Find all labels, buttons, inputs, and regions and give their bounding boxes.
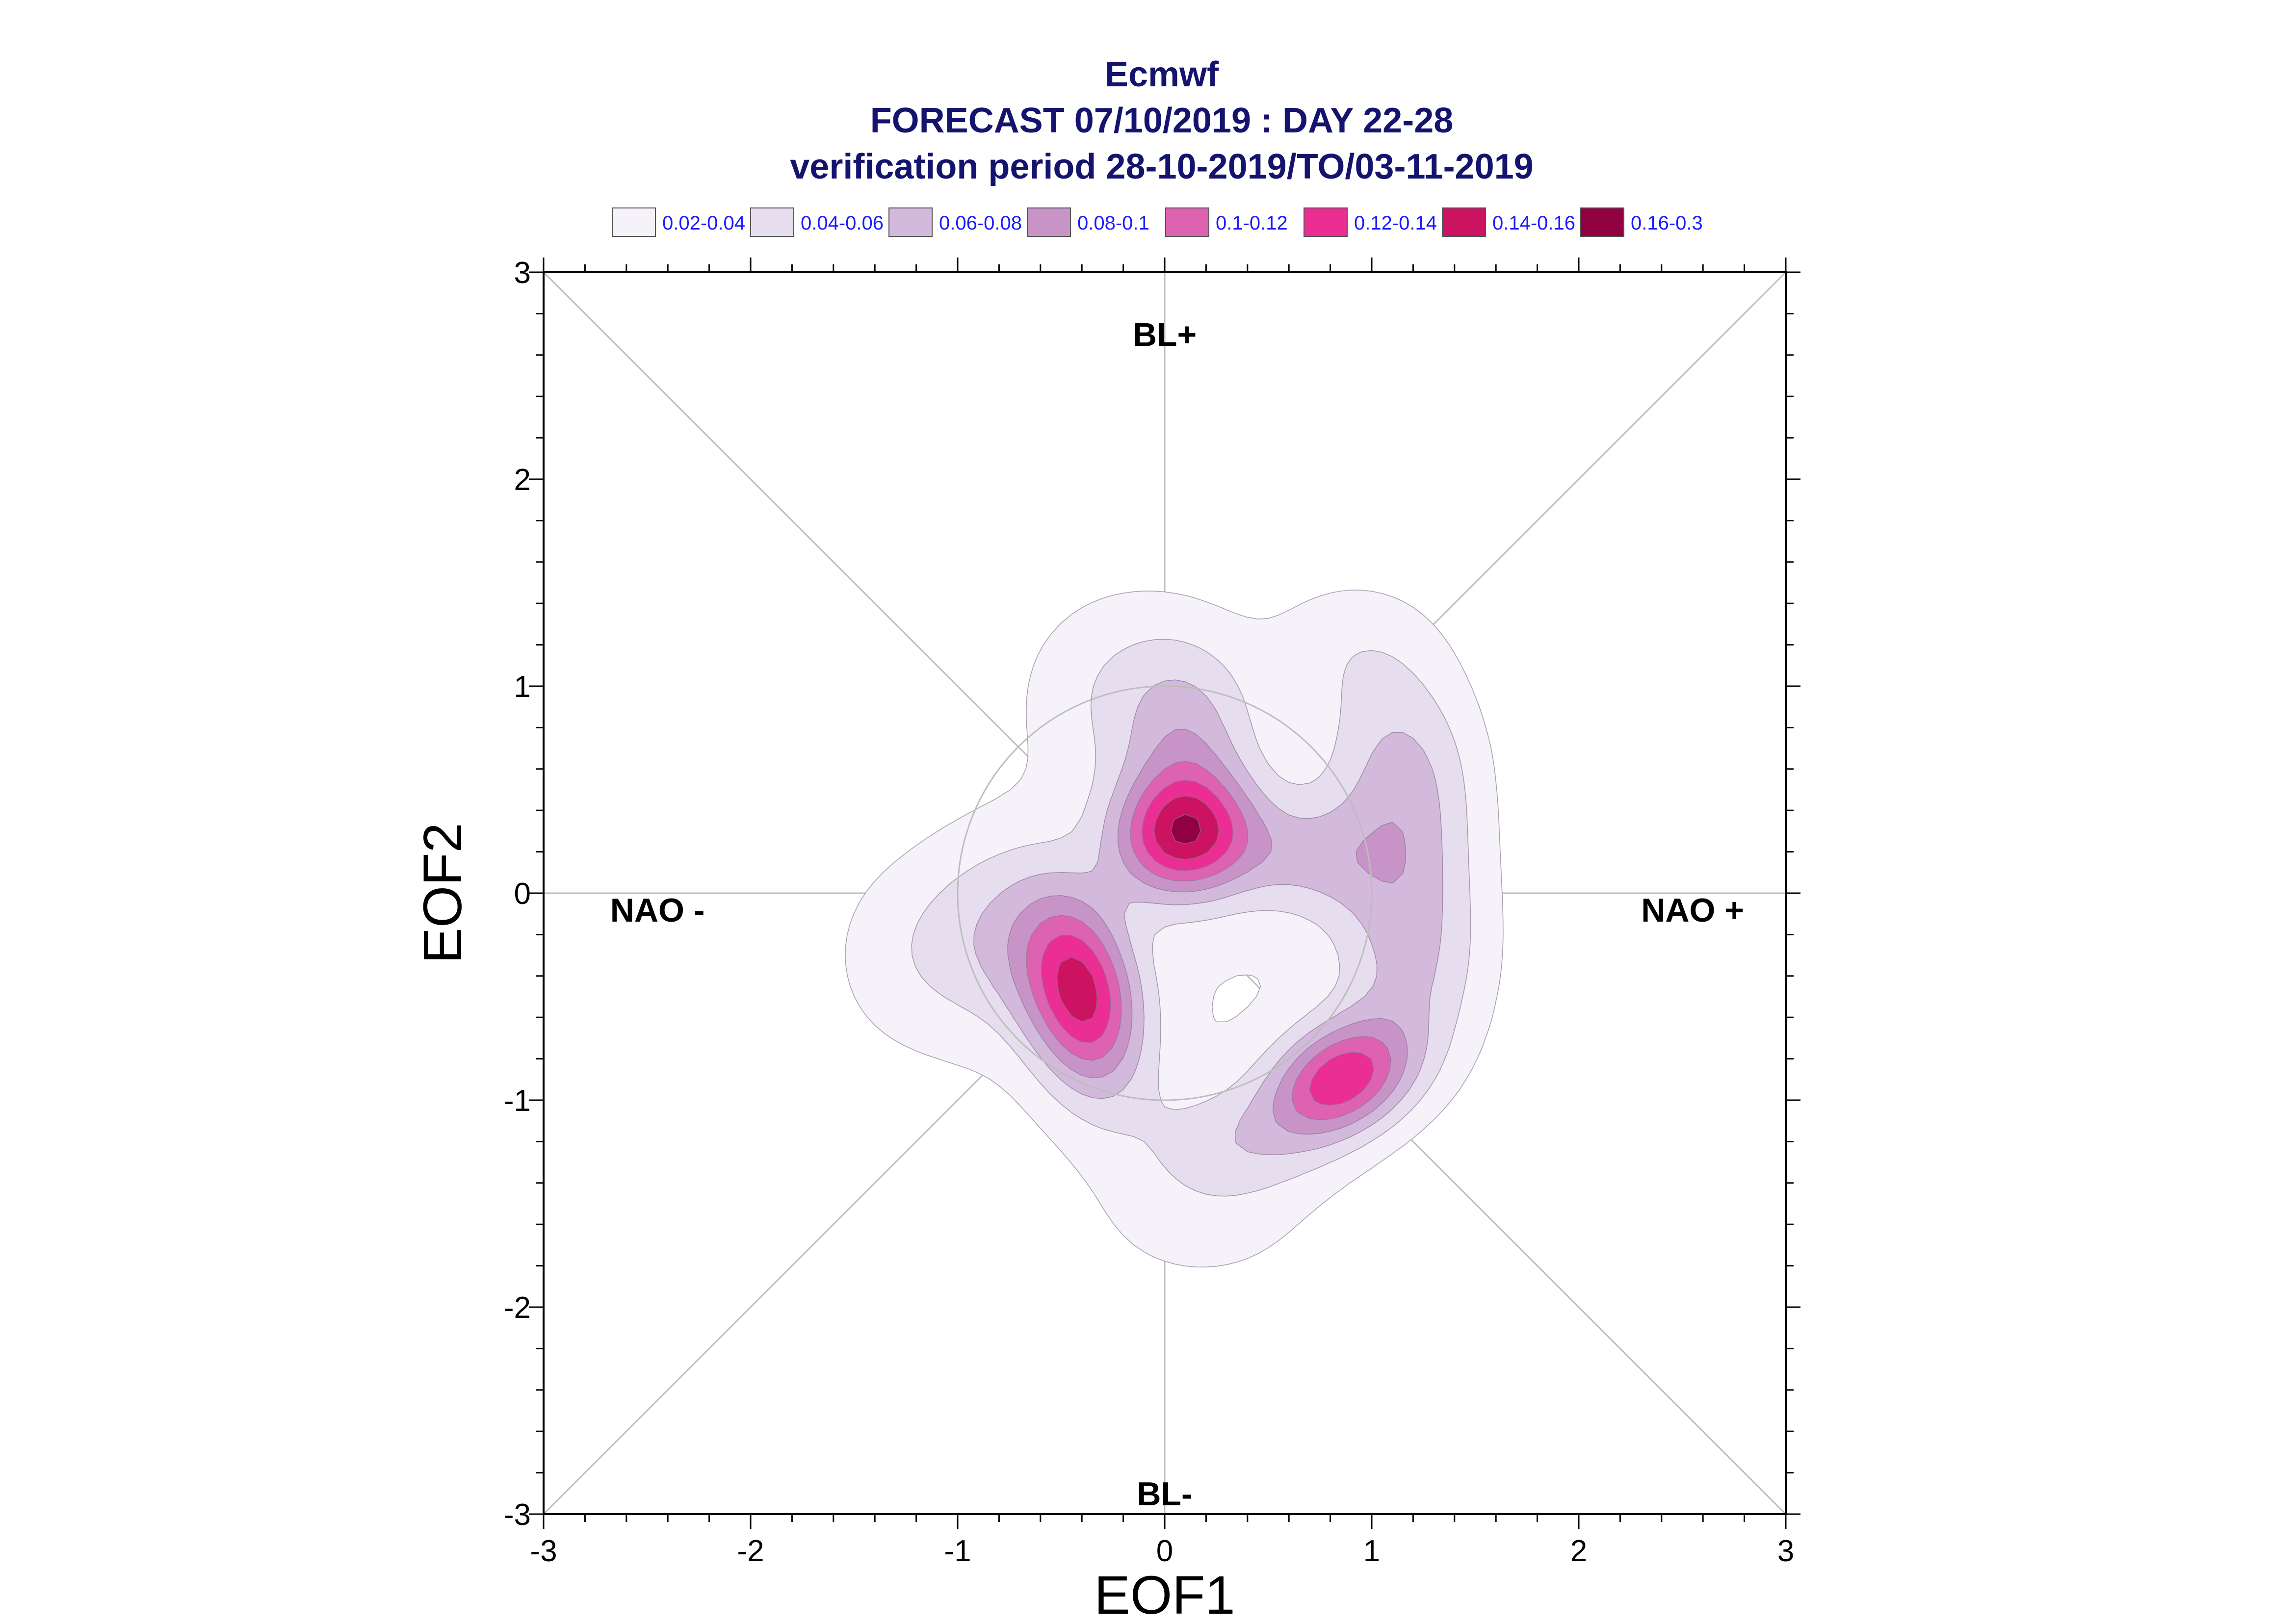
density-contours bbox=[845, 590, 1504, 1268]
chart-title: Ecmwf FORECAST 07/10/2019 : DAY 22-28 ve… bbox=[790, 55, 1533, 186]
legend-label: 0.1-0.12 bbox=[1216, 212, 1288, 234]
y-tick-label: 0 bbox=[514, 877, 531, 911]
contour-line-6 bbox=[1056, 795, 1220, 1022]
legend-swatch bbox=[1580, 207, 1624, 237]
title-line-1: Ecmwf bbox=[1105, 55, 1219, 94]
contour-line-7 bbox=[1171, 814, 1201, 845]
title-line-2: FORECAST 07/10/2019 : DAY 22-28 bbox=[870, 101, 1454, 140]
x-tick-label: -3 bbox=[530, 1534, 557, 1568]
legend-swatch bbox=[1304, 207, 1348, 237]
legend-label: 0.08-0.1 bbox=[1077, 212, 1149, 234]
contour-line-1 bbox=[911, 639, 1471, 1197]
legend-label: 0.02-0.04 bbox=[662, 212, 745, 234]
contour-lines bbox=[845, 590, 1504, 1268]
x-tick-label: 2 bbox=[1570, 1534, 1587, 1568]
legend-swatch bbox=[1027, 207, 1071, 237]
y-tick-label: -3 bbox=[504, 1498, 531, 1532]
legend-label: 0.04-0.06 bbox=[801, 212, 884, 234]
legend: 0.02-0.04 0.04-0.06 0.06-0.08 0.08-0.1 0.1-0… bbox=[612, 207, 1703, 237]
contour-line-4 bbox=[1026, 761, 1391, 1120]
legend-swatch bbox=[1442, 207, 1486, 237]
unit-circle bbox=[957, 685, 1373, 1101]
legend-label: 0.16-0.3 bbox=[1631, 212, 1703, 234]
y-tick-label: 3 bbox=[514, 256, 531, 290]
x-tick-label: 3 bbox=[1777, 1534, 1794, 1568]
y-tick-label: -2 bbox=[504, 1291, 531, 1325]
legend-swatch bbox=[750, 207, 794, 237]
contour-line-2 bbox=[973, 679, 1443, 1155]
x-axis-title: EOF1 bbox=[1094, 1565, 1235, 1624]
regime-label: NAO + bbox=[1641, 892, 1744, 929]
regime-label: BL- bbox=[1137, 1475, 1192, 1513]
legend-swatch bbox=[1165, 207, 1209, 237]
contour-line-0 bbox=[845, 590, 1504, 1268]
plot-area: -3 -2 -1 0 1 2 3 -3 -2 -1 0 1 2 3 BL+ BL- NAO - NAO + bbox=[504, 256, 1800, 1568]
legend-swatch bbox=[888, 207, 933, 237]
contour-line-5 bbox=[1041, 779, 1374, 1106]
contour-line-3 bbox=[1007, 728, 1408, 1135]
title-line-3: verification period 28-10-2019/TO/03-11-… bbox=[790, 147, 1533, 186]
reference-circle bbox=[957, 685, 1373, 1101]
x-tick-label: -1 bbox=[944, 1534, 971, 1568]
y-tick-label: 2 bbox=[514, 463, 531, 497]
legend-swatch bbox=[612, 207, 656, 237]
x-tick-label: 1 bbox=[1363, 1534, 1380, 1568]
axis-ticks: -3 -2 -1 0 1 2 3 -3 -2 -1 0 1 2 3 bbox=[504, 256, 1800, 1568]
y-axis-title: EOF2 bbox=[413, 823, 473, 963]
regime-label: NAO - bbox=[610, 892, 705, 929]
legend-label: 0.06-0.08 bbox=[939, 212, 1022, 234]
regime-label: BL+ bbox=[1133, 316, 1197, 354]
y-tick-label: 1 bbox=[514, 670, 531, 704]
x-tick-label: 0 bbox=[1156, 1534, 1173, 1568]
legend-label: 0.14-0.16 bbox=[1492, 212, 1575, 234]
y-tick-label: -1 bbox=[504, 1084, 531, 1118]
legend-label: 0.12-0.14 bbox=[1354, 212, 1437, 234]
regime-labels: BL+ BL- NAO - NAO + bbox=[610, 316, 1744, 1513]
x-tick-label: -2 bbox=[737, 1534, 764, 1568]
